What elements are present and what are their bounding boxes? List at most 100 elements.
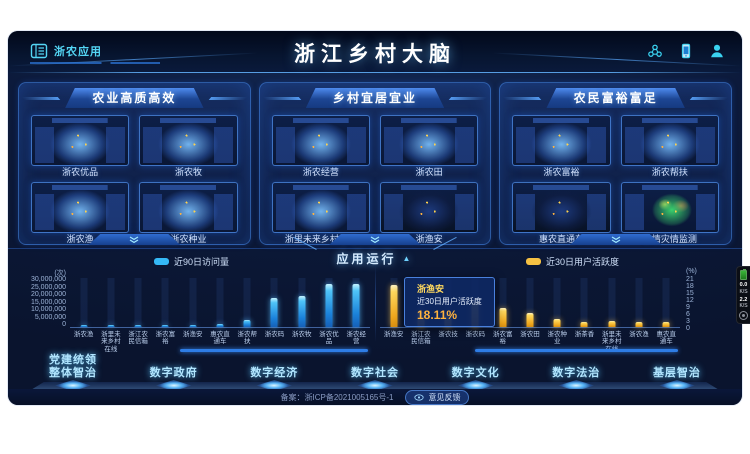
bar[interactable] — [161, 325, 169, 327]
bar-track — [189, 278, 197, 327]
panel-expand-button[interactable] — [329, 234, 421, 245]
app-thumbnail-label: 惠农直通车 — [539, 234, 585, 244]
panel-title: 乡村宜居宜业 — [305, 88, 445, 108]
bar[interactable] — [243, 319, 251, 327]
app-thumbnail[interactable] — [139, 182, 238, 233]
category-panel: 乡村宜居宜业 浙农经营 浙农田 浙里未来乡村在线 浙渔安 — [258, 82, 492, 245]
app-run-section: 应用运行 ▲ 近90日访问量 近30日用户活跃度 (次) 30,000,000 25… — [8, 247, 742, 353]
x-tick-label: 惠农直通车 — [656, 331, 677, 346]
app-thumbnail[interactable] — [380, 115, 479, 166]
x-tick-label: 浙江农民信箱 — [411, 331, 431, 346]
nav-item[interactable]: 数字经济 — [250, 367, 298, 391]
app-run-toggle[interactable]: 应用运行 ▲ — [307, 247, 444, 271]
nav-item[interactable]: 数字社会 — [351, 367, 399, 391]
x-tick-label: 浙农渔 — [73, 331, 94, 338]
x-tick-label: 浙江农民信箱 — [128, 331, 148, 346]
y-tick-label: 20,000,000 — [30, 291, 66, 298]
app-thumbnail[interactable] — [31, 115, 130, 166]
bar[interactable] — [635, 321, 643, 327]
chart-scrollbar[interactable] — [475, 349, 678, 352]
x-tick-label: 浙农种业 — [547, 331, 567, 346]
bar[interactable] — [553, 319, 561, 327]
app-thumbnail[interactable] — [620, 182, 720, 233]
nav-diamond-icon — [558, 380, 595, 391]
panel-expand-button[interactable] — [88, 234, 181, 245]
nav-item-label: 党建统领 整体智治 — [49, 354, 97, 379]
legend-visits[interactable]: 近90日访问量 — [154, 255, 229, 268]
activity-bar-chart: (%) 21 18 15 12 9 6 3 0 浙渔安 浙江农民信箱 浙农技 浙农码 浙农富裕 浙农田 浙农种… — [380, 268, 732, 353]
chart-scrollbar[interactable] — [179, 349, 368, 352]
y-axis-unit: (次) — [54, 270, 66, 277]
app-thumbnail[interactable] — [139, 115, 238, 166]
tooltip-title: 浙渔安 — [417, 284, 445, 294]
feedback-label: 意见反馈 — [428, 392, 461, 402]
camera-icon[interactable] — [739, 311, 748, 321]
nav-item[interactable]: 数字文化 — [452, 367, 500, 391]
page-title: 浙江乡村大脑 — [294, 43, 456, 66]
y-tick-label: 10,000,000 — [30, 306, 66, 313]
panel-title: 农业高质高效 — [65, 88, 204, 108]
bar[interactable] — [499, 307, 507, 327]
app-thumbnail[interactable] — [620, 115, 720, 166]
bar[interactable] — [608, 320, 616, 327]
app-thumbnail[interactable] — [512, 182, 611, 233]
app-thumbnail-label: 浙渔安 — [415, 234, 443, 244]
app-menu-button[interactable]: 浙农应用 — [30, 42, 102, 60]
app-thumbnail[interactable] — [31, 182, 130, 233]
y-tick-label: 6 — [686, 311, 690, 318]
x-tick-label: 浙里未来乡村在线 — [101, 331, 121, 353]
app-thumbnail-label: 浙农优品 — [62, 167, 99, 177]
mobile-icon[interactable] — [677, 42, 695, 60]
charts-divider — [375, 265, 376, 342]
app-thumbnail-label: 浙农经营 — [302, 167, 339, 177]
bar[interactable] — [270, 298, 278, 327]
app-thumbnail-label: 浙农渔 — [66, 234, 94, 244]
bar[interactable] — [352, 283, 360, 327]
nav-item[interactable]: 党建统领 整体智治 — [49, 354, 97, 391]
app-run-title: 应用运行 — [336, 252, 397, 266]
bar[interactable] — [298, 295, 306, 327]
app-thumbnail[interactable] — [271, 182, 370, 233]
download-speed: 2.2 K/S — [739, 296, 748, 310]
bar[interactable] — [662, 321, 670, 327]
y-tick-label: 0 — [62, 321, 66, 328]
bar-track — [526, 278, 534, 327]
nav-item[interactable]: 数字法治 — [552, 367, 600, 391]
bar-track — [80, 278, 88, 327]
user-icon[interactable] — [708, 42, 726, 60]
app-thumbnail[interactable] — [380, 182, 479, 233]
legend-activity[interactable]: 近30日用户活跃度 — [526, 255, 619, 268]
bar[interactable] — [390, 284, 398, 327]
nav-item[interactable]: 数字政府 — [150, 367, 198, 391]
x-tick-label: 浙渔安 — [383, 331, 404, 338]
bar[interactable] — [107, 325, 115, 327]
bar[interactable] — [580, 322, 588, 327]
app-thumbnail-label: 浙农牧 — [174, 167, 202, 177]
upload-speed: 0.0 K/S — [739, 282, 748, 295]
dashboard-window: 浙农应用 浙江乡村大脑 农业高质高效 浙农优品 浙农牧浙 — [8, 31, 742, 405]
x-tick-label: 浙农优品 — [319, 331, 339, 346]
nav-item-label: 数字文化 — [451, 366, 500, 379]
tooltip-series-label: 近30日用户活跃度 — [417, 297, 482, 306]
bar[interactable] — [526, 312, 534, 327]
bar[interactable] — [189, 325, 197, 327]
bar-track — [499, 278, 507, 327]
bar-track — [553, 278, 561, 327]
bar[interactable] — [134, 324, 142, 327]
x-tick-label: 惠农直通车 — [210, 331, 230, 346]
app-thumbnail[interactable] — [271, 115, 370, 166]
nav-item[interactable]: 基层智治 — [653, 367, 701, 391]
nav-item-label: 数字社会 — [350, 366, 399, 379]
bar[interactable] — [80, 325, 88, 327]
bar-track — [580, 278, 588, 327]
bar[interactable] — [325, 283, 333, 327]
bar[interactable] — [216, 324, 224, 327]
app-thumbnail[interactable] — [512, 115, 611, 166]
x-tick-label: 浙农田 — [520, 331, 540, 338]
network-icon[interactable] — [646, 42, 664, 60]
feedback-button[interactable]: 意见反馈 — [405, 389, 470, 405]
bar-track — [161, 278, 169, 327]
panel-expand-button[interactable] — [569, 234, 662, 245]
x-tick-label: 浙农技 — [438, 331, 458, 338]
bar-track — [608, 278, 616, 327]
